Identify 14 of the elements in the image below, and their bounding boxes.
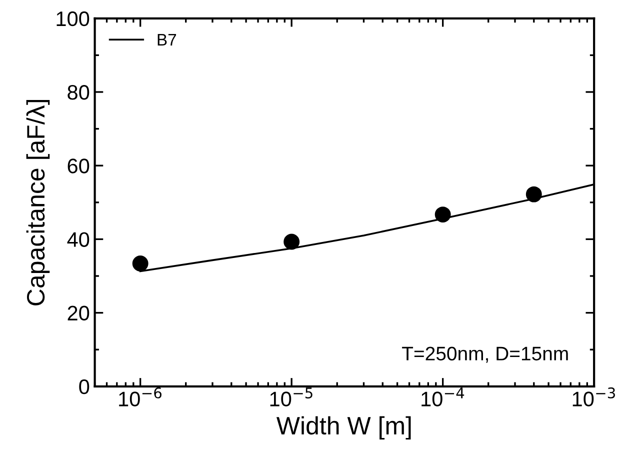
- x-axis-title: Width W [m]: [276, 416, 411, 440]
- y-tick-label: 20: [68, 306, 90, 321]
- y-tick-label: 0: [79, 379, 90, 394]
- y-tick-label: 60: [68, 158, 90, 174]
- y-tick-label: 80: [68, 85, 90, 100]
- y-tick-label: 40: [67, 232, 90, 247]
- x-tick-label: 10$^{−4}$: [422, 388, 464, 406]
- annotation: T=250nm, D=15nm: [402, 346, 568, 363]
- y-axis-title: Capacitance [aF/λ]: [26, 100, 50, 306]
- x-tick-label: 10$^{−5}$: [270, 388, 312, 406]
- x-tick-label: 10$^{−6}$: [119, 387, 162, 406]
- x-tick-label: 10$^{−3}$: [572, 387, 615, 406]
- y-tick-label: 100: [56, 11, 90, 26]
- legend-label: B7: [158, 34, 176, 46]
